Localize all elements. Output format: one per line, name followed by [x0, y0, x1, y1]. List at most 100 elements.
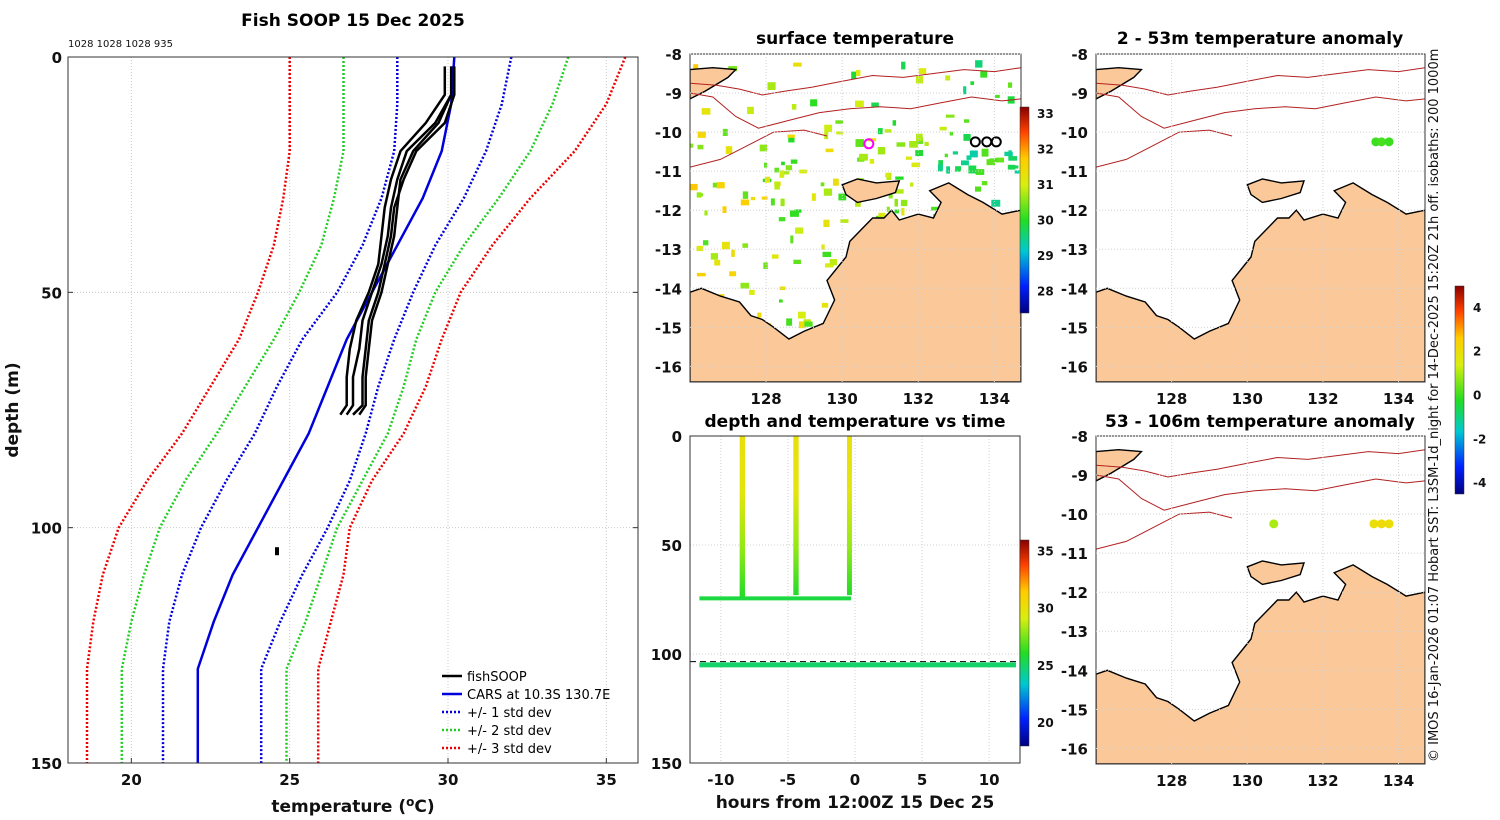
profile-series: [85, 56, 627, 763]
ts-xtick-label: -5: [780, 771, 797, 789]
ts-xtick-label: 0: [850, 771, 860, 789]
anom-shallow-title: 2 - 53m temperature anomaly: [1117, 29, 1403, 49]
ts-ytick-label: 50: [661, 537, 682, 555]
sst-lat-label: -12: [655, 202, 682, 220]
anom-shallow-lat-label: -10: [1061, 124, 1088, 142]
anom-shallow-lat-label: -9: [1071, 85, 1088, 103]
anom-deep-points: [1269, 519, 1394, 529]
fishsoop-deep-sample: [275, 547, 279, 556]
sst-pixel: [795, 227, 804, 234]
anom-shallow-timor-land: [1096, 66, 1143, 100]
sst-lat-label: -10: [655, 124, 682, 142]
anom-shallow-lon-label: 128: [1156, 390, 1187, 408]
sst-pixel: [790, 210, 799, 217]
sst-pixel: [856, 69, 861, 76]
anom-deep-lat-label: -8: [1071, 428, 1088, 446]
sst-map-panel: surface temperature 128 130 132 134 -8 -9 -10 -…: [655, 29, 1054, 408]
sst-pixel: [966, 155, 972, 160]
sst-pixel: [701, 108, 711, 115]
sst-pixel: [1008, 156, 1018, 161]
profile-title: Fish SOOP 15 Dec 2025: [241, 11, 465, 31]
sst-colorbar-label: 29: [1037, 249, 1054, 263]
sst-pixel: [771, 254, 779, 259]
sst-pixel: [767, 82, 776, 91]
sst-pixel: [742, 243, 749, 248]
sst-timor-land: [690, 66, 738, 100]
sst-pixel: [722, 128, 728, 136]
sst-pixel: [781, 161, 785, 166]
sst-lat-label: -13: [655, 241, 682, 259]
profile-ytick-label: 150: [31, 755, 62, 773]
anomaly-colorbar: [1454, 285, 1465, 495]
sst-pixel: [1004, 151, 1013, 157]
sst-pixel: [820, 182, 825, 187]
sst-pixel: [697, 131, 706, 138]
profile-ytick-label: 50: [41, 284, 62, 302]
time-series-plot: [690, 435, 1020, 764]
sst-pixel: [995, 94, 1000, 98]
sst-pixel: [778, 217, 786, 222]
sst-lat-label: -16: [655, 358, 682, 376]
sst-pixel: [1008, 82, 1013, 88]
anom-deep-lon-label: 134: [1383, 772, 1414, 790]
ts-colorbar-label: 30: [1037, 602, 1054, 616]
anom-shallow-frame: [1095, 53, 1426, 383]
sst-pixel: [790, 159, 798, 164]
time-series-xlabel: hours from 12:00Z 15 Dec 25: [716, 793, 995, 813]
time-series-title: depth and temperature vs time: [705, 412, 1006, 432]
side-credit-text: © IMOS 16-Jan-2026 01:07 Hobart SST: L3S…: [1427, 49, 1442, 762]
profile-series-std-2: [161, 57, 399, 763]
sst-pixel: [714, 259, 721, 266]
sst-australia-land: [690, 182, 1021, 382]
anom-shallow-australia-land: [1096, 182, 1425, 382]
sst-pixel: [918, 68, 927, 74]
sst-pixel: [915, 76, 924, 84]
anom-deep-land: [1096, 448, 1425, 764]
sst-pixel: [749, 289, 755, 295]
anom-shallow-point-1: [1377, 137, 1387, 147]
ts-ytick-label: 150: [651, 755, 682, 773]
sst-pixel: [964, 119, 970, 123]
sst-pixel: [690, 143, 694, 148]
sst-pixel: [780, 198, 785, 207]
anom-deep-tiwi-islands: [1246, 560, 1305, 586]
sst-pixel: [791, 104, 797, 110]
sst-pixel: [761, 196, 768, 200]
sst-pixel: [931, 206, 940, 211]
ts-colorbar-label: 25: [1037, 659, 1054, 673]
profile-series-std-1: [259, 56, 513, 763]
anom-shallow-land: [1096, 66, 1425, 382]
sst-pixel: [729, 271, 737, 277]
anom-shallow-panel: 2 - 53m temperature anomaly 128 130 132 134…: [1061, 29, 1426, 408]
sst-lon-label: 130: [827, 390, 858, 408]
sst-pixel: [945, 114, 955, 118]
ts-profile-2: [846, 436, 852, 596]
ts-xtick-label: -10: [707, 771, 734, 789]
profile-frame: [67, 56, 639, 764]
sst-pixel: [779, 299, 783, 303]
anom-deep-lat-label: -15: [1061, 701, 1088, 719]
profile-xtick-label: 20: [121, 771, 142, 789]
sst-lat-label: -9: [665, 85, 682, 103]
sst-pixel: [968, 165, 977, 174]
anom-shallow-lat-label: -8: [1071, 46, 1088, 64]
sst-pixel: [780, 171, 790, 175]
anom-deep-point-2: [1377, 519, 1387, 529]
anom-deep-area: [1096, 436, 1425, 764]
anom-deep-point-3: [1384, 519, 1394, 529]
anom-deep-timor-land: [1096, 448, 1143, 482]
sst-pixel: [970, 81, 975, 85]
anom-shallow-isobath-200: [1096, 92, 1425, 129]
sst-pixel: [885, 173, 890, 178]
anom-deep-lon-label: 132: [1307, 772, 1338, 790]
sst-pixel: [710, 253, 718, 260]
anom-deep-panel: 53 - 106m temperature anomaly 128 130 132 1…: [1061, 285, 1486, 790]
sst-pixel: [915, 150, 924, 157]
sst-isobath-shelf: [690, 129, 828, 168]
fishsoop-cast-1: [345, 66, 453, 416]
fishsoop-cast-0: [352, 66, 456, 416]
sst-lon-label: 132: [903, 390, 934, 408]
sst-pixel: [804, 321, 813, 327]
